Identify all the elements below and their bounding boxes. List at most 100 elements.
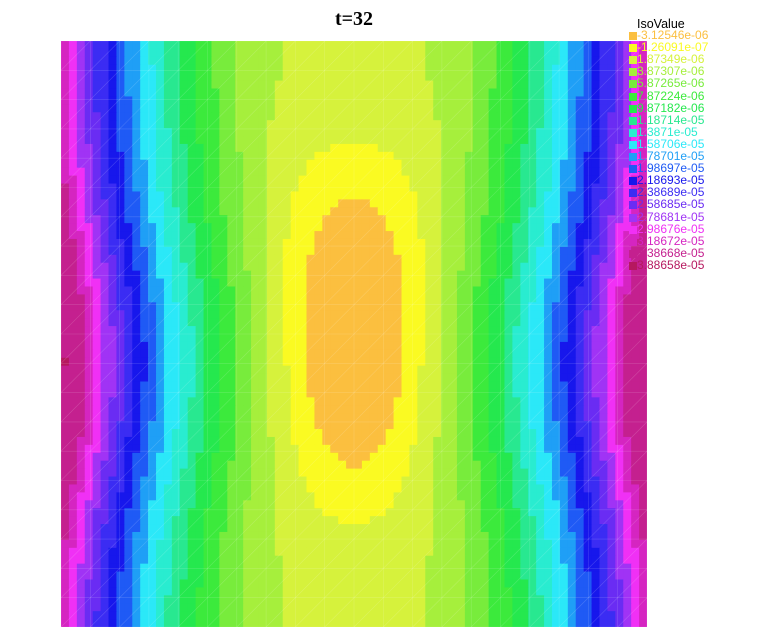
field-cell	[504, 389, 513, 398]
field-cell	[441, 516, 450, 525]
field-cell	[282, 48, 292, 58]
field-cell	[520, 349, 529, 359]
field-cell	[227, 555, 236, 565]
field-cell	[92, 262, 102, 272]
field-cell	[361, 143, 371, 153]
field-cell	[607, 270, 616, 280]
field-cell	[132, 207, 141, 216]
field-cell	[124, 500, 133, 509]
field-cell	[528, 238, 537, 248]
field-cell	[401, 365, 411, 375]
field-cell	[520, 88, 529, 98]
field-cell	[575, 215, 585, 224]
field-cell	[472, 294, 482, 303]
field-cell	[385, 294, 395, 303]
field-cell	[251, 104, 260, 113]
field-cell	[583, 444, 593, 454]
field-cell	[290, 167, 300, 177]
field-cell	[354, 112, 363, 121]
field-cell	[227, 175, 236, 185]
field-cell	[354, 524, 363, 533]
field-cell	[116, 468, 125, 478]
field-cell	[227, 421, 236, 430]
field-cell	[354, 341, 363, 351]
field-cell	[409, 436, 418, 446]
field-cell	[61, 80, 70, 90]
field-cell	[171, 175, 181, 185]
field-cell	[456, 286, 466, 296]
field-cell	[163, 571, 173, 581]
field-cell	[140, 341, 149, 351]
field-cell	[274, 539, 284, 549]
field-cell	[227, 254, 236, 264]
field-cell	[258, 96, 268, 105]
field-cell	[496, 436, 506, 446]
field-cell	[92, 183, 102, 193]
field-cell	[330, 381, 339, 391]
field-cell	[84, 524, 94, 533]
field-cell	[124, 41, 133, 50]
field-cell	[156, 191, 165, 200]
field-cell	[84, 516, 94, 525]
field-cell	[203, 389, 213, 398]
field-cell	[338, 64, 347, 74]
field-cell	[449, 318, 458, 327]
field-cell	[211, 468, 220, 478]
field-cell	[258, 151, 268, 161]
field-cell	[528, 286, 537, 296]
field-cell	[61, 246, 70, 256]
field-cell	[211, 555, 220, 565]
field-cell	[116, 539, 125, 549]
field-cell	[591, 405, 601, 414]
field-cell	[243, 452, 252, 462]
field-cell	[449, 492, 458, 501]
field-cell	[599, 492, 609, 501]
field-cell	[504, 294, 513, 303]
field-cell	[243, 500, 252, 509]
field-cell	[187, 334, 197, 343]
field-cell	[258, 349, 268, 359]
field-cell	[441, 167, 450, 177]
field-cell	[338, 41, 347, 50]
field-cell	[559, 531, 569, 541]
field-cell	[591, 484, 601, 493]
field-cell	[92, 151, 102, 161]
field-cell	[76, 334, 86, 343]
field-cell	[393, 326, 403, 335]
field-cell	[346, 270, 355, 280]
field-cell	[639, 231, 647, 240]
field-cell	[156, 413, 165, 422]
field-cell	[567, 262, 577, 272]
field-cell	[488, 215, 498, 224]
field-cell	[100, 357, 110, 367]
field-cell	[84, 41, 94, 50]
field-cell	[441, 64, 450, 74]
field-cell	[607, 294, 616, 303]
field-cell	[433, 159, 442, 169]
field-cell	[322, 349, 331, 359]
field-cell	[298, 357, 308, 367]
field-cell	[615, 373, 624, 383]
field-cell	[322, 72, 331, 82]
field-cell	[623, 547, 632, 557]
field-cell	[298, 254, 308, 264]
field-cell	[243, 286, 252, 296]
field-cell	[393, 531, 403, 541]
field-cell	[92, 436, 102, 446]
field-cell	[599, 246, 609, 256]
field-cell	[441, 286, 450, 296]
field-cell	[393, 80, 403, 90]
field-cell	[171, 286, 181, 296]
field-cell	[132, 215, 141, 224]
field-cell	[116, 41, 125, 50]
field-cell	[100, 191, 110, 200]
field-cell	[393, 524, 403, 533]
field-cell	[171, 80, 181, 90]
field-cell	[116, 500, 125, 509]
field-cell	[171, 468, 181, 478]
field-cell	[551, 246, 561, 256]
field-cell	[282, 539, 292, 549]
field-cell	[338, 262, 347, 272]
field-cell	[464, 143, 474, 153]
field-cell	[361, 318, 371, 327]
